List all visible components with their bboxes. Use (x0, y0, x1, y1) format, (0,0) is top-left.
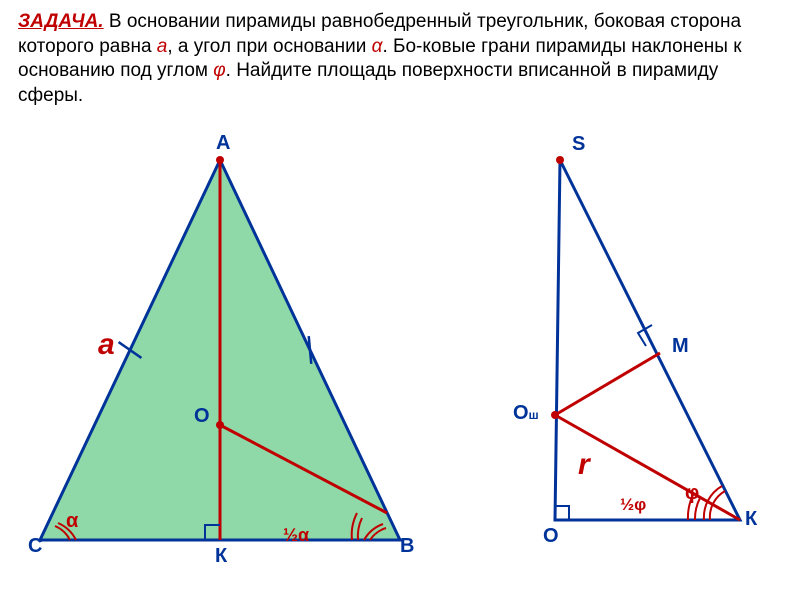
problem-statement: ЗАДАЧА. В основании пирамиды равнобедрен… (0, 0, 800, 119)
vertex-a-label: А (216, 132, 230, 155)
vertex-o-right-label: О (543, 525, 559, 548)
vertex-s-label: S (572, 133, 585, 156)
r-label: r (578, 448, 590, 482)
vertex-b-label: В (400, 535, 414, 558)
half-alpha-label: ½α (283, 525, 309, 546)
var-alpha: α (372, 36, 383, 57)
var-phi: φ (213, 60, 225, 81)
text-part-2: , а угол при основании (167, 36, 371, 57)
vertex-k-right-label: К (745, 508, 757, 531)
vertex-k-label: К (215, 545, 227, 568)
diagram-container: А В С К О a α ½α S К О М Ош r φ ½φ (0, 130, 800, 600)
point-m-label: М (672, 335, 689, 358)
point-osh-label: Ош (513, 402, 539, 425)
angle-alpha-label: α (66, 510, 78, 533)
var-a: a (157, 36, 168, 57)
task-label: ЗАДАЧА. (18, 11, 104, 32)
side-a-label: a (98, 328, 115, 362)
vertex-c-label: С (28, 535, 42, 558)
phi-label: φ (685, 482, 699, 505)
half-phi-label: ½φ (620, 495, 646, 515)
point-o-label: О (194, 405, 210, 428)
